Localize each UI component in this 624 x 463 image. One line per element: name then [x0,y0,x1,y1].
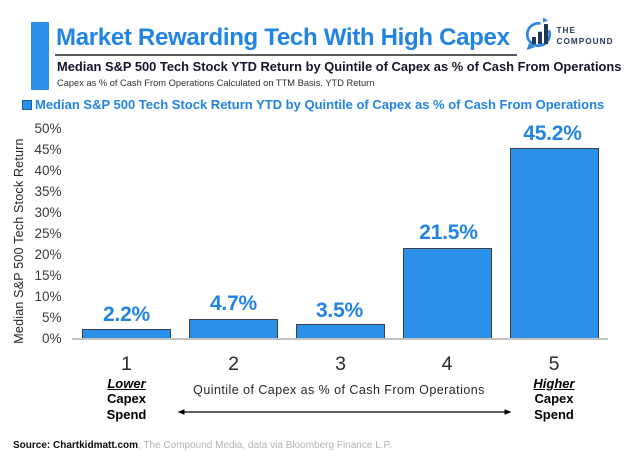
svg-text:COMPOUND: COMPOUND [557,37,614,46]
svg-text:THE: THE [557,26,577,35]
